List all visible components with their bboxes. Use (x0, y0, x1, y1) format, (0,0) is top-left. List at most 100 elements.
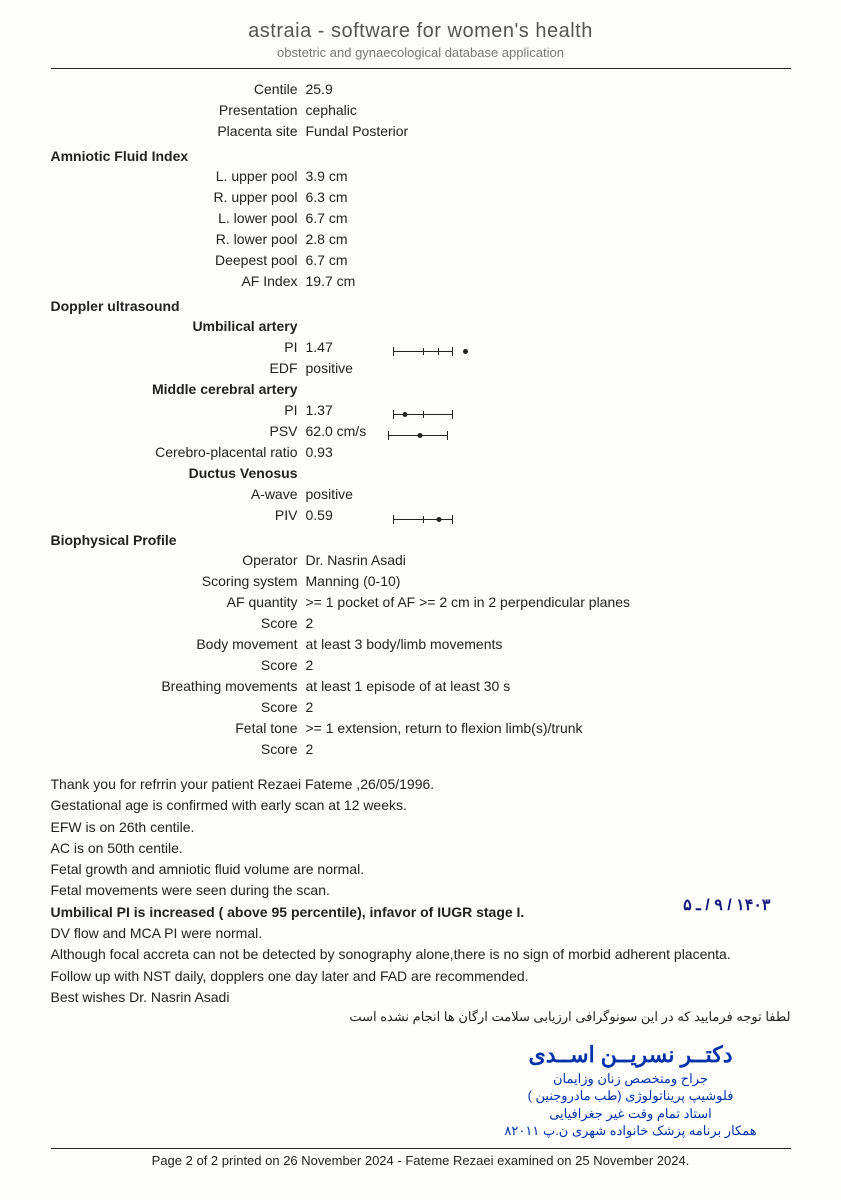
label-presentation: Presentation (51, 100, 306, 121)
signature-line-2: فلوشیپ پریناتولوژی (طب مادروجنین ) (481, 1087, 781, 1105)
row-centile: Centile 25.9 (51, 79, 791, 100)
value-cpr: 0.93 (306, 442, 333, 463)
row-mca-pi: PI 1.37 (51, 400, 791, 421)
report-page: astraia - software for women's health ob… (21, 0, 821, 1180)
header-title: astraia - software for women's health (51, 20, 791, 43)
label-mca-psv: PSV (51, 421, 306, 442)
row-breath-score: Score2 (51, 697, 791, 718)
signature-line-4: همکار برنامه پزشک خانواده شهری ن.پ ۸۲۰۱۱ (481, 1122, 781, 1140)
value-body-mov: at least 3 body/limb movements (306, 634, 503, 655)
value-centile: 25.9 (306, 79, 333, 100)
label-fetal-tone: Fetal tone (51, 718, 306, 739)
dv-subhead-row: Ductus Venosus (51, 463, 791, 484)
label-l-upper: L. upper pool (51, 166, 306, 187)
label-umb-pi: PI (51, 337, 306, 358)
row-r-lower: R. lower pool2.8 cm (51, 229, 791, 250)
label-l-lower: L. lower pool (51, 208, 306, 229)
indicator-mca-psv (388, 435, 448, 436)
value-umb-pi: 1.47 (306, 337, 333, 358)
value-body-score: 2 (306, 655, 314, 676)
mca-heading: Middle cerebral artery (51, 379, 306, 400)
indicator-mca-pi (393, 414, 453, 415)
label-placenta: Placenta site (51, 121, 306, 142)
signature-line-3: استاد تمام وقت غیر جغرافیایی (481, 1105, 781, 1123)
indicator-dv-piv (393, 519, 453, 520)
value-umb-edf: positive (306, 358, 353, 379)
narrative-line-11: Best wishes Dr. Nasrin Asadi (51, 987, 791, 1007)
value-scoring: Manning (0-10) (306, 571, 401, 592)
row-placenta: Placenta site Fundal Posterior (51, 121, 791, 142)
label-body-mov: Body movement (51, 634, 306, 655)
label-tone-score: Score (51, 739, 306, 760)
value-af-quantity: >= 1 pocket of AF >= 2 cm in 2 perpendic… (306, 592, 631, 613)
row-breath-mov: Breathing movementsat least 1 episode of… (51, 676, 791, 697)
afi-heading: Amniotic Fluid Index (51, 148, 791, 164)
persian-date: ۱۴۰۳ / ۹ / ـ ۵ (683, 895, 770, 915)
value-breath-score: 2 (306, 697, 314, 718)
value-mca-pi: 1.37 (306, 400, 333, 421)
value-presentation: cephalic (306, 100, 357, 121)
mca-subhead-row: Middle cerebral artery (51, 379, 791, 400)
label-deepest: Deepest pool (51, 250, 306, 271)
row-r-upper: R. upper pool6.3 cm (51, 187, 791, 208)
row-scoring: Scoring systemManning (0-10) (51, 571, 791, 592)
page-footer: Page 2 of 2 printed on 26 November 2024 … (51, 1148, 791, 1168)
value-l-lower: 6.7 cm (306, 208, 348, 229)
row-cpr: Cerebro-placental ratio0.93 (51, 442, 791, 463)
value-af-score: 2 (306, 613, 314, 634)
label-centile: Centile (51, 79, 306, 100)
row-deepest: Deepest pool6.7 cm (51, 250, 791, 271)
bpp-heading: Biophysical Profile (51, 532, 791, 548)
row-umb-pi: PI 1.47 (51, 337, 791, 358)
value-dv-awave: positive (306, 484, 353, 505)
row-af-quantity: AF quantity>= 1 pocket of AF >= 2 cm in … (51, 592, 791, 613)
label-scoring: Scoring system (51, 571, 306, 592)
row-l-upper: L. upper pool3.9 cm (51, 166, 791, 187)
label-af-score: Score (51, 613, 306, 634)
dv-heading: Ductus Venosus (51, 463, 306, 484)
narrative-line-5: Fetal growth and amniotic fluid volume a… (51, 859, 791, 879)
narrative-line-10: Follow up with NST daily, dopplers one d… (51, 966, 791, 986)
page-header: astraia - software for women's health ob… (51, 20, 791, 60)
row-dv-piv: PIV 0.59 (51, 505, 791, 526)
label-r-upper: R. upper pool (51, 187, 306, 208)
narrative-line-3: EFW is on 26th centile. (51, 817, 791, 837)
row-dv-awave: A-wavepositive (51, 484, 791, 505)
doppler-heading: Doppler ultrasound (51, 298, 791, 314)
label-breath-score: Score (51, 697, 306, 718)
row-body-score: Score2 (51, 655, 791, 676)
label-breath-mov: Breathing movements (51, 676, 306, 697)
header-subtitle: obstetric and gynaecological database ap… (51, 45, 791, 60)
narrative-line-4: AC is on 50th centile. (51, 838, 791, 858)
narrative-line-2: Gestational age is confirmed with early … (51, 795, 791, 815)
value-tone-score: 2 (306, 739, 314, 760)
label-r-lower: R. lower pool (51, 229, 306, 250)
narrative-line-6: Fetal movements were seen during the sca… (51, 880, 791, 900)
value-fetal-tone: >= 1 extension, return to flexion limb(s… (306, 718, 583, 739)
row-l-lower: L. lower pool6.7 cm (51, 208, 791, 229)
value-deepest: 6.7 cm (306, 250, 348, 271)
row-fetal-tone: Fetal tone>= 1 extension, return to flex… (51, 718, 791, 739)
value-r-lower: 2.8 cm (306, 229, 348, 250)
value-l-upper: 3.9 cm (306, 166, 348, 187)
header-rule (51, 68, 791, 69)
value-dv-piv: 0.59 (306, 505, 333, 526)
row-af-score: Score2 (51, 613, 791, 634)
narrative-line-1: Thank you for refrrin your patient Rezae… (51, 774, 791, 794)
label-dv-piv: PIV (51, 505, 306, 526)
row-af-index: AF Index19.7 cm (51, 271, 791, 292)
row-mca-psv: PSV 62.0 cm/s (51, 421, 791, 442)
label-mca-pi: PI (51, 400, 306, 421)
narrative-block: Thank you for refrrin your patient Rezae… (51, 774, 791, 1027)
value-placenta: Fundal Posterior (306, 121, 409, 142)
narrative-line-9: Although focal accreta can not be detect… (51, 944, 791, 964)
narrative-line-7: Umbilical PI is increased ( above 95 per… (51, 902, 791, 922)
label-body-score: Score (51, 655, 306, 676)
label-af-index: AF Index (51, 271, 306, 292)
label-dv-awave: A-wave (51, 484, 306, 505)
row-umb-edf: EDFpositive (51, 358, 791, 379)
signature-line-1: جراح ومتخصص زنان وزایمان (481, 1070, 781, 1088)
row-presentation: Presentation cephalic (51, 100, 791, 121)
value-mca-psv: 62.0 cm/s (306, 421, 367, 442)
value-breath-mov: at least 1 episode of at least 30 s (306, 676, 511, 697)
